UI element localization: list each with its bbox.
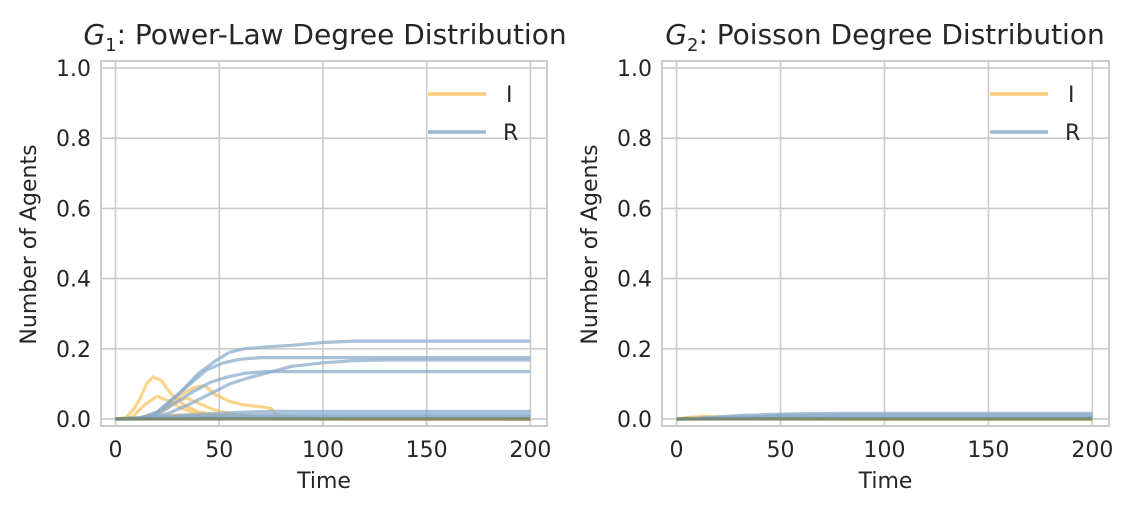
- x-axis-label: Time: [296, 469, 351, 494]
- y-tick-label: 1.0: [56, 57, 91, 82]
- chart-title: G1: Power-Law Degree Distribution: [83, 18, 566, 56]
- y-tick-label: 0.4: [56, 268, 91, 293]
- legend: I R: [990, 83, 1080, 146]
- x-tick-label: 150: [967, 438, 1009, 463]
- x-tick-label: 100: [863, 438, 905, 463]
- legend-label-r: R: [503, 121, 518, 146]
- y-tick-label: 0.8: [617, 127, 652, 152]
- x-tick-label: 50: [205, 438, 233, 463]
- y-tick-label: 0.0: [56, 408, 91, 433]
- x-tick-label: 200: [1071, 438, 1113, 463]
- power-law-panel: G1: Power-Law Degree Distribution 0 50 100…: [17, 18, 567, 494]
- chart-title: G2: Poisson Degree Distribution: [665, 18, 1104, 56]
- poisson-panel: G2: Poisson Degree Distribution 0 50 100 15…: [578, 18, 1113, 494]
- legend-label-i: I: [506, 83, 513, 108]
- y-tick-label: 0.2: [56, 338, 91, 363]
- series-line-r: [115, 358, 531, 421]
- y-tick-label: 0.2: [617, 338, 652, 363]
- x-tick-label: 50: [767, 438, 795, 463]
- legend: I R: [428, 83, 518, 146]
- legend-label-r: R: [1065, 121, 1080, 146]
- x-tick-label: 0: [670, 438, 684, 463]
- x-tick-label: 150: [406, 438, 448, 463]
- plot-frame: [661, 60, 1110, 427]
- tick-labels: 0 50 100 150 200 0.0 0.2 0.4 0.6 0.8 1.0: [56, 57, 551, 463]
- y-tick-label: 0.8: [56, 127, 91, 152]
- y-tick-label: 0.0: [617, 408, 652, 433]
- x-axis-label: Time: [858, 469, 913, 494]
- plot-frame: [100, 60, 548, 427]
- y-tick-label: 0.6: [617, 197, 652, 222]
- y-axis-label: Number of Agents: [578, 144, 603, 344]
- tick-labels: 0 50 100 150 200 0.0 0.2 0.4 0.6 0.8 1.0: [617, 57, 1113, 463]
- y-tick-label: 0.6: [56, 197, 91, 222]
- y-tick-label: 1.0: [617, 57, 652, 82]
- series-lines: [676, 411, 1093, 421]
- x-tick-label: 100: [302, 438, 344, 463]
- series-line-r: [115, 356, 531, 421]
- series-line-r: [115, 370, 531, 421]
- x-tick-label: 0: [109, 438, 123, 463]
- x-tick-label: 200: [509, 438, 551, 463]
- legend-label-i: I: [1068, 83, 1075, 108]
- y-tick-label: 0.4: [617, 268, 652, 293]
- series-lines: [115, 339, 531, 421]
- y-axis-label: Number of Agents: [17, 144, 42, 344]
